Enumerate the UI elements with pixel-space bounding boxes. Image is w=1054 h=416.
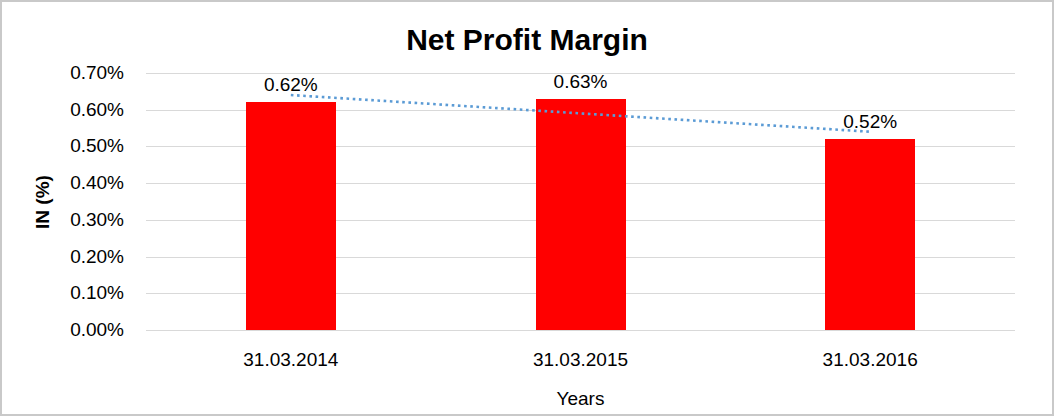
- y-axis-tick-label: 0.10%: [70, 282, 124, 304]
- y-axis-tick-label: 0.70%: [70, 62, 124, 84]
- y-axis-tick-label: 0.00%: [70, 319, 124, 341]
- chart-title: Net Profit Margin: [2, 23, 1052, 57]
- y-axis-tick-label: 0.30%: [70, 209, 124, 231]
- bar-data-label: 0.63%: [501, 71, 661, 93]
- y-axis-title: IN (%): [31, 141, 55, 263]
- bar-data-label: 0.62%: [211, 74, 371, 96]
- y-axis-tick-label: 0.40%: [70, 172, 124, 194]
- x-axis-tick-label: 31.03.2015: [481, 349, 681, 371]
- y-axis-tick-label: 0.50%: [70, 135, 124, 157]
- x-axis-tick-label: 31.03.2016: [770, 349, 970, 371]
- chart-figure: Net Profit Margin IN (%) 0.62% 0.63% 0.52%…: [0, 0, 1054, 416]
- bar: [246, 102, 336, 330]
- x-axis-title: Years: [481, 388, 681, 410]
- bar-data-label: 0.52%: [790, 111, 950, 133]
- gridline: [146, 330, 1015, 331]
- bar: [536, 99, 626, 330]
- plot-area: 0.62% 0.63% 0.52%: [146, 73, 1015, 330]
- y-axis-tick-label: 0.20%: [70, 246, 124, 268]
- x-axis-tick-label: 31.03.2014: [191, 349, 391, 371]
- bar: [825, 139, 915, 330]
- y-axis-tick-label: 0.60%: [70, 99, 124, 121]
